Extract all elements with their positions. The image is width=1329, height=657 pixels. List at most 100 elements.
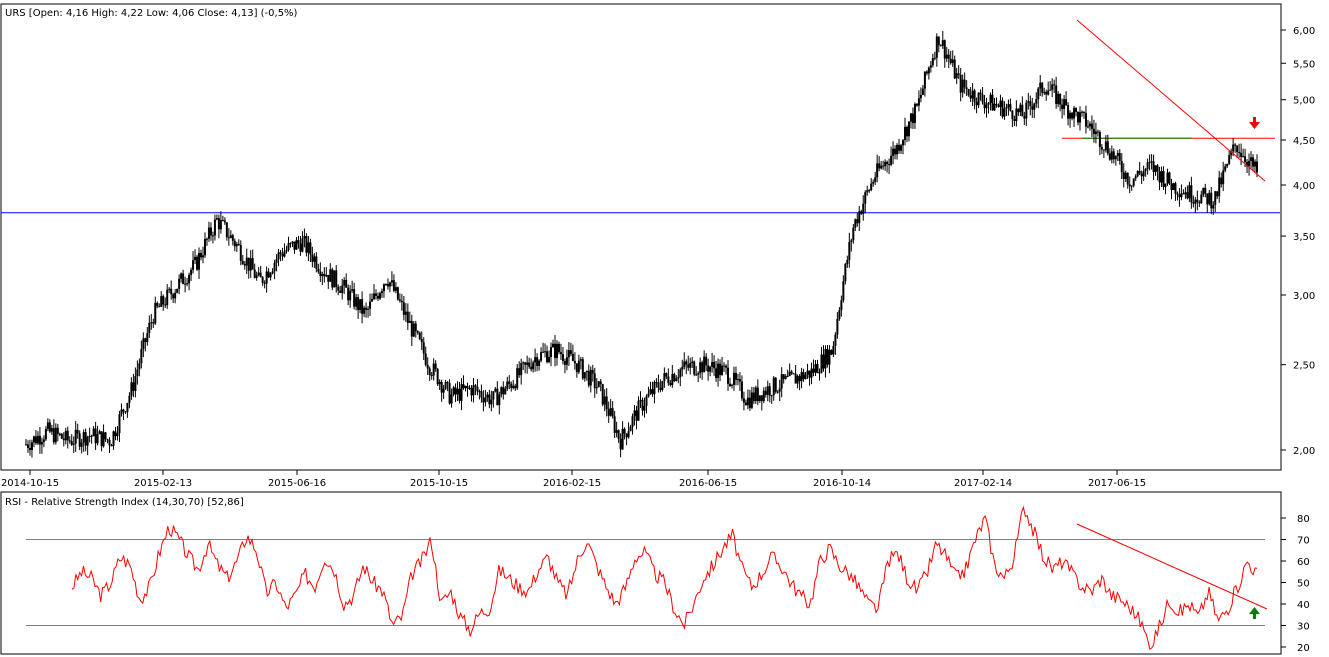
candle-body	[746, 397, 749, 406]
candle-body	[279, 252, 282, 254]
candle-body	[738, 379, 741, 382]
candle-body	[1090, 123, 1093, 129]
candle-body	[414, 323, 417, 332]
candle-body	[933, 57, 936, 59]
candle-body	[106, 439, 109, 441]
candle-body	[200, 253, 203, 258]
candle-body	[456, 388, 459, 395]
candle-body	[1216, 191, 1219, 197]
price-header: URS [Open: 4,16 High: 4,22 Low: 4,06 Clo…	[5, 8, 298, 19]
candle-body	[536, 357, 539, 367]
candle-body	[295, 240, 298, 250]
candle-body	[846, 259, 849, 265]
candle-body	[1184, 192, 1187, 195]
candle-body	[120, 409, 123, 415]
candle-body	[1158, 171, 1161, 183]
candle-body	[1098, 132, 1101, 148]
candle-body	[874, 177, 877, 182]
candle-body	[1152, 161, 1155, 173]
candle-body	[961, 79, 964, 93]
candle-body	[858, 211, 861, 224]
rsi-y-axis: 20 30 40 50 60 70 80	[1281, 514, 1310, 654]
candle-body	[239, 244, 242, 261]
candle-body	[110, 445, 113, 447]
candle-body	[691, 361, 694, 364]
candle-body	[293, 241, 296, 250]
candle-body	[522, 362, 525, 364]
candle-body	[376, 295, 379, 299]
candle-body	[112, 431, 115, 446]
candle-body	[194, 256, 197, 261]
candle-body	[357, 297, 360, 311]
candle-body	[482, 397, 485, 403]
candle-body	[182, 273, 185, 285]
candle-body	[1226, 163, 1229, 167]
candle-body	[550, 347, 553, 357]
arrow-down-icon	[1249, 117, 1260, 129]
candle-body	[516, 368, 519, 389]
candle-body	[297, 240, 300, 244]
price-tick-label: 5,50	[1293, 59, 1315, 70]
candle-body	[553, 343, 556, 358]
candle-body	[814, 364, 817, 373]
candle-body	[1045, 91, 1048, 95]
candle-body	[1172, 183, 1175, 191]
candle-body	[900, 145, 903, 151]
candle-body	[160, 296, 163, 307]
candle-body	[563, 361, 566, 365]
candle-body	[585, 370, 588, 373]
candle-body	[780, 374, 783, 389]
candle-body	[1220, 177, 1223, 185]
candle-body	[876, 163, 879, 178]
candle-body	[442, 388, 445, 393]
candle-body	[215, 218, 218, 220]
candle-body	[607, 409, 610, 416]
candle-body	[530, 366, 533, 370]
candle-body	[770, 395, 773, 397]
candle-body	[355, 297, 358, 307]
candle-body	[506, 381, 509, 389]
candle-body	[136, 369, 139, 377]
candle-body	[492, 391, 495, 400]
candle-body	[856, 219, 859, 224]
candle-body	[243, 264, 246, 266]
candle-body	[1007, 104, 1010, 108]
candle-body	[402, 302, 405, 315]
candle-body	[1174, 183, 1177, 194]
candle-body	[727, 367, 730, 384]
candle-body	[540, 352, 543, 361]
candle-body	[991, 94, 994, 111]
candle-body	[1142, 171, 1145, 177]
candle-body	[798, 375, 801, 382]
candle-body	[412, 323, 415, 337]
candle-body	[546, 351, 549, 363]
candle-body	[671, 374, 674, 386]
candle-body	[852, 227, 855, 241]
candle-body	[1096, 131, 1099, 133]
candle-body	[92, 428, 95, 437]
candle-body	[327, 274, 330, 282]
candle-body	[281, 253, 284, 257]
candle-body	[198, 253, 201, 270]
candle-body	[633, 410, 636, 417]
candle-body	[444, 381, 447, 389]
candle-body	[400, 300, 403, 303]
candle-body	[36, 435, 39, 444]
candle-body	[158, 306, 161, 308]
candle-body	[748, 397, 751, 408]
candle-body	[681, 367, 684, 370]
candle-body	[534, 357, 537, 363]
candle-body	[209, 227, 212, 236]
candle-body	[1110, 151, 1113, 160]
candle-body	[390, 280, 393, 283]
candle-body	[888, 164, 891, 166]
candle-body	[152, 322, 155, 324]
time-x-axis: 2014-10-15 2015-02-13 2015-06-16 2015-10-15…	[1, 470, 1146, 489]
candle-body	[1228, 155, 1231, 164]
candle-body	[192, 260, 195, 270]
candle-body	[1248, 160, 1251, 167]
candle-body	[1082, 111, 1085, 113]
candle-body	[544, 351, 547, 353]
candle-body	[406, 311, 409, 323]
